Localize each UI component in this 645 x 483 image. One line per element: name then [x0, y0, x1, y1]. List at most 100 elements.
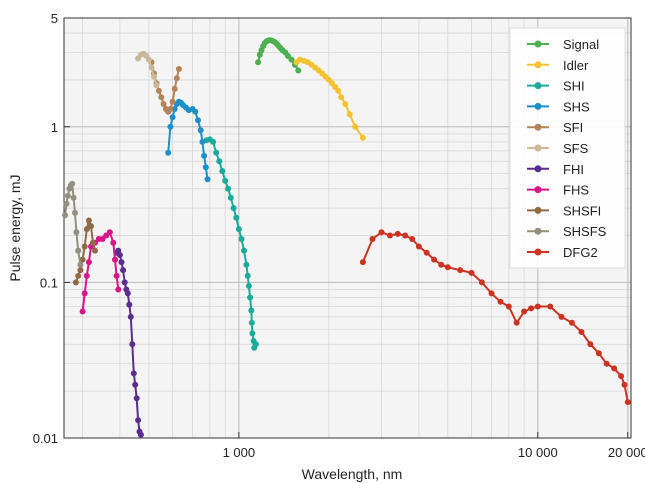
legend-label: SHSFI: [563, 203, 601, 218]
legend-swatch-marker: [534, 248, 542, 256]
data-point-shi: [227, 194, 234, 201]
data-point-dfg2: [409, 236, 416, 242]
legend-swatch-marker: [534, 144, 542, 152]
data-point-dfg2: [423, 249, 430, 256]
legend-item-fhi: FHI: [527, 162, 584, 177]
data-point-idler: [338, 94, 345, 101]
legend-swatch-marker: [534, 123, 542, 131]
data-point-shs: [165, 149, 172, 156]
data-point-shi: [225, 185, 232, 192]
data-point-dfg2: [624, 399, 631, 406]
legend-swatch-marker: [534, 61, 542, 69]
series-layer: [62, 37, 631, 438]
data-point-shsfi: [72, 279, 79, 286]
data-point-fhs: [113, 272, 120, 279]
data-point-shsfs: [70, 194, 77, 201]
series-shsfs: [62, 180, 84, 268]
data-point-dfg2: [568, 319, 575, 326]
legend-item-shs: SHS: [527, 99, 590, 114]
legend-label: SHS: [563, 99, 590, 114]
data-point-fhi: [137, 431, 144, 438]
data-point-shi: [213, 149, 220, 156]
data-point-dfg2: [394, 230, 401, 237]
legend-label: DFG2: [563, 245, 598, 260]
data-point-fhs: [85, 259, 92, 266]
data-point-shs: [169, 114, 176, 121]
legend-label: Signal: [563, 37, 599, 52]
legend-item-idler: Idler: [527, 58, 589, 73]
legend-item-shsfi: SHSFI: [527, 203, 601, 218]
axis-ticks: 1 000 10 000 20 000 0.01 0.1 1 5: [33, 11, 645, 460]
data-point-shs: [202, 164, 209, 171]
legend-item-sfi: SFI: [527, 120, 583, 135]
data-point-dfg2: [611, 365, 618, 372]
data-point-sfi: [173, 75, 180, 82]
legend-swatch-marker: [534, 206, 542, 214]
data-point-fhs: [79, 308, 86, 315]
data-point-dfg2: [534, 303, 541, 310]
data-point-shs: [201, 152, 208, 159]
data-point-fhs: [83, 272, 90, 279]
data-point-sfi: [160, 101, 167, 107]
data-point-dfg2: [457, 267, 464, 274]
series-shsfi: [72, 217, 98, 286]
x-tick-label: 20 000: [608, 445, 645, 460]
data-point-shi: [252, 341, 259, 348]
data-point-shsfi: [88, 223, 94, 230]
data-point-shi: [238, 236, 245, 242]
data-point-dfg2: [621, 381, 628, 388]
data-point-sfs: [153, 82, 160, 89]
data-point-fhi: [121, 279, 128, 286]
data-point-dfg2: [505, 303, 512, 310]
data-point-fhi: [133, 395, 140, 402]
data-point-shs: [167, 123, 174, 130]
data-point-shsfs: [69, 180, 76, 187]
data-point-shsfi: [83, 226, 90, 233]
data-point-shs: [192, 108, 199, 115]
data-point-idler: [346, 111, 353, 118]
data-point-shsfi: [77, 267, 84, 274]
data-point-shsfs: [77, 261, 84, 268]
legend-label: SFS: [563, 141, 589, 156]
data-point-shi: [248, 307, 255, 314]
data-point-sfs: [151, 73, 157, 80]
data-point-sfs: [148, 64, 155, 71]
legend-item-signal: Signal: [527, 37, 599, 52]
data-point-shi: [247, 294, 254, 301]
legend-label: SHI: [563, 79, 585, 94]
data-point-idler: [335, 87, 342, 94]
legend-label: FHI: [563, 162, 584, 177]
data-point-dfg2: [415, 243, 422, 250]
data-point-shi: [216, 158, 223, 165]
data-point-dfg2: [587, 341, 594, 348]
data-point-shsfs: [63, 200, 70, 207]
data-point-idler: [342, 101, 349, 107]
x-tick-label: 10 000: [518, 445, 558, 460]
data-point-fhi: [130, 370, 137, 377]
data-point-fhi: [124, 290, 131, 297]
data-point-dfg2: [359, 259, 366, 266]
series-shs: [165, 98, 211, 183]
data-point-dfg2: [402, 232, 409, 239]
data-point-dfg2: [468, 269, 475, 276]
data-point-dfg2: [547, 303, 554, 310]
data-point-shi: [249, 330, 256, 337]
data-point-shsfi: [81, 243, 88, 250]
legend-item-sfs: SFS: [527, 141, 589, 156]
data-point-fhi: [126, 301, 133, 308]
data-point-dfg2: [618, 373, 625, 380]
data-point-fhs: [115, 286, 122, 293]
data-point-dfg2: [378, 229, 385, 236]
data-point-idler: [359, 134, 366, 141]
data-point-fhi: [118, 259, 125, 266]
legend-swatch-marker: [534, 165, 542, 173]
y-tick-label: 5: [51, 11, 58, 26]
legend-swatch-marker: [534, 227, 542, 235]
data-point-shi: [230, 205, 237, 212]
data-point-shs: [197, 127, 204, 134]
data-point-dfg2: [521, 308, 528, 315]
data-point-dfg2: [488, 290, 495, 297]
data-point-shsfi: [79, 256, 86, 263]
legend-swatch-marker: [534, 40, 542, 48]
data-point-shsfi: [92, 247, 98, 254]
